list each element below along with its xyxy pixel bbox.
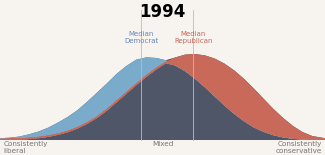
Text: Mixed: Mixed xyxy=(152,141,173,147)
Text: Median
Democrat: Median Democrat xyxy=(124,31,159,44)
Text: Consistently
conservative: Consistently conservative xyxy=(275,141,322,154)
Text: Median
Republican: Median Republican xyxy=(174,31,213,44)
Text: Consistently
liberal: Consistently liberal xyxy=(3,141,48,154)
Text: 1994: 1994 xyxy=(139,3,186,21)
